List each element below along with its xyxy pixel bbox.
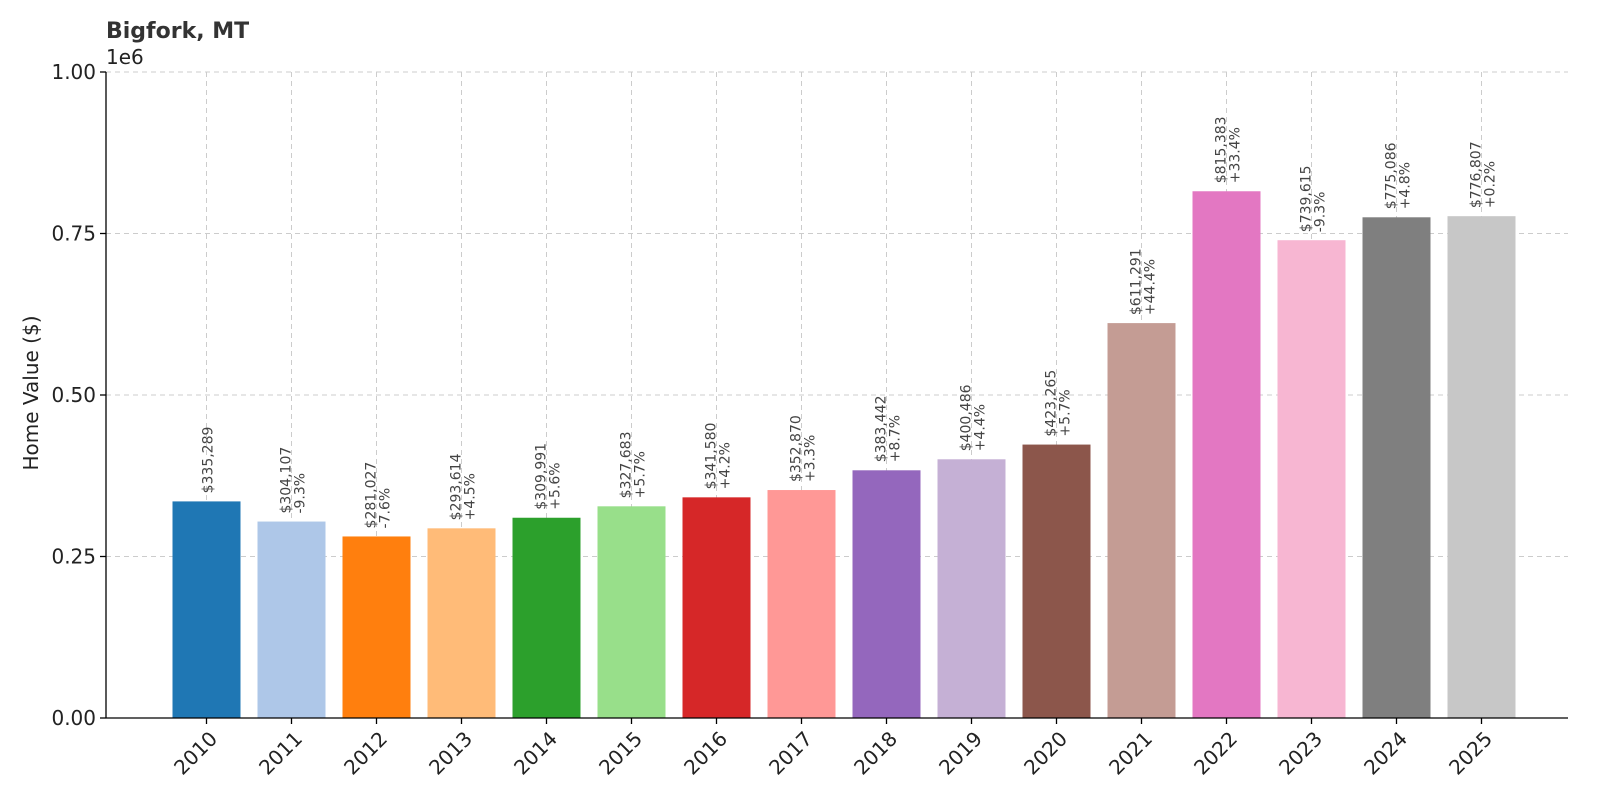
- scale-note: 1e6: [106, 45, 144, 69]
- value-label-2021: $611,291: [1129, 248, 1145, 315]
- x-tick-label-2016: 2016: [679, 727, 732, 780]
- x-tick-label-2022: 2022: [1189, 727, 1242, 780]
- bar-2024: [1362, 217, 1431, 719]
- bar-2023: [1277, 240, 1346, 718]
- x-tick-label-2013: 2013: [424, 727, 477, 780]
- bar-2014: [512, 517, 581, 718]
- change-label-2012: -7.6%: [378, 488, 394, 529]
- x-ticks: 2010 2011 2012 2013 2014 2015 2016 2017 2018 2019…: [169, 718, 1497, 780]
- x-tick-label-2018: 2018: [849, 727, 902, 780]
- value-label-2023: $739,615: [1299, 165, 1315, 232]
- value-label-2018: $383,442: [874, 395, 890, 462]
- change-label-2013: +4.5%: [463, 473, 479, 520]
- bar-2019: [937, 459, 1006, 718]
- x-tick-label-2019: 2019: [934, 727, 987, 780]
- change-label-2019: +4.4%: [973, 404, 989, 451]
- x-tick-label-2020: 2020: [1019, 727, 1072, 780]
- x-tick-label-2014: 2014: [509, 727, 562, 780]
- value-label-2020: $423,265: [1044, 370, 1060, 437]
- bar-2018: [852, 470, 921, 718]
- change-label-2018: +8.7%: [888, 415, 904, 462]
- value-label-2014: $309,991: [534, 443, 550, 510]
- bar-2020: [1022, 444, 1091, 718]
- y-tick-label: 0.00: [51, 706, 96, 730]
- y-axis-label: Home Value ($): [19, 315, 43, 470]
- x-tick-label-2012: 2012: [339, 727, 392, 780]
- change-label-2011: -9.3%: [293, 473, 309, 514]
- y-tick-label: 0.25: [51, 545, 96, 569]
- x-tick-label-2023: 2023: [1274, 727, 1327, 780]
- value-label-2010: $335,289: [201, 427, 217, 494]
- change-label-2022: +33.4%: [1228, 127, 1244, 183]
- y-tick-label: 0.75: [51, 222, 96, 246]
- value-label-2024: $775,086: [1384, 142, 1400, 209]
- value-label-2019: $400,486: [959, 384, 975, 451]
- chart-title: Bigfork, MT: [106, 19, 249, 44]
- bar-2022: [1192, 191, 1261, 719]
- y-ticks: 0.00 0.25 0.50 0.75 1.00: [51, 60, 106, 730]
- value-label-2017: $352,870: [789, 415, 805, 482]
- x-tick-label-2021: 2021: [1104, 727, 1157, 780]
- value-label-2011: $304,107: [279, 447, 295, 514]
- bar-2025: [1447, 216, 1516, 718]
- change-label-2014: +5.6%: [548, 462, 564, 509]
- data-labels: $335,289 $304,107-9.3% $281,027-7.6% $293,6…: [201, 116, 1499, 528]
- x-tick-label-2015: 2015: [594, 727, 647, 780]
- value-label-2015: $327,683: [619, 432, 635, 499]
- x-tick-label-2011: 2011: [254, 727, 307, 780]
- y-tick-label: 0.50: [51, 383, 96, 407]
- change-label-2021: +44.4%: [1143, 259, 1159, 315]
- value-label-2022: $815,383: [1214, 116, 1230, 183]
- bar-2012: [342, 536, 411, 718]
- bar-2015: [597, 506, 666, 718]
- change-label-2015: +5.7%: [633, 451, 649, 498]
- bar-2021: [1107, 323, 1176, 718]
- change-label-2016: +4.2%: [718, 442, 734, 489]
- x-tick-label-2025: 2025: [1444, 727, 1497, 780]
- x-tick-label-2024: 2024: [1359, 727, 1412, 780]
- change-label-2023: -9.3%: [1313, 192, 1329, 233]
- value-label-2025: $776,807: [1469, 141, 1485, 208]
- y-tick-label: 1.00: [51, 60, 96, 84]
- axes: [105, 72, 1568, 719]
- change-label-2024: +4.8%: [1398, 162, 1414, 209]
- bar-2016: [682, 497, 751, 718]
- x-tick-label-2017: 2017: [764, 727, 817, 780]
- change-label-2020: +5.7%: [1058, 389, 1074, 436]
- change-label-2025: +0.2%: [1483, 161, 1499, 208]
- value-label-2013: $293,614: [449, 453, 465, 520]
- bar-2017: [767, 490, 836, 718]
- x-tick-label-2010: 2010: [169, 727, 222, 780]
- value-label-2016: $341,580: [704, 423, 720, 490]
- change-label-2017: +3.3%: [803, 435, 819, 482]
- bars: [172, 191, 1516, 719]
- bar-2010: [172, 501, 241, 718]
- bar-2011: [257, 521, 326, 718]
- value-label-2012: $281,027: [364, 462, 380, 529]
- bar-2013: [427, 528, 496, 718]
